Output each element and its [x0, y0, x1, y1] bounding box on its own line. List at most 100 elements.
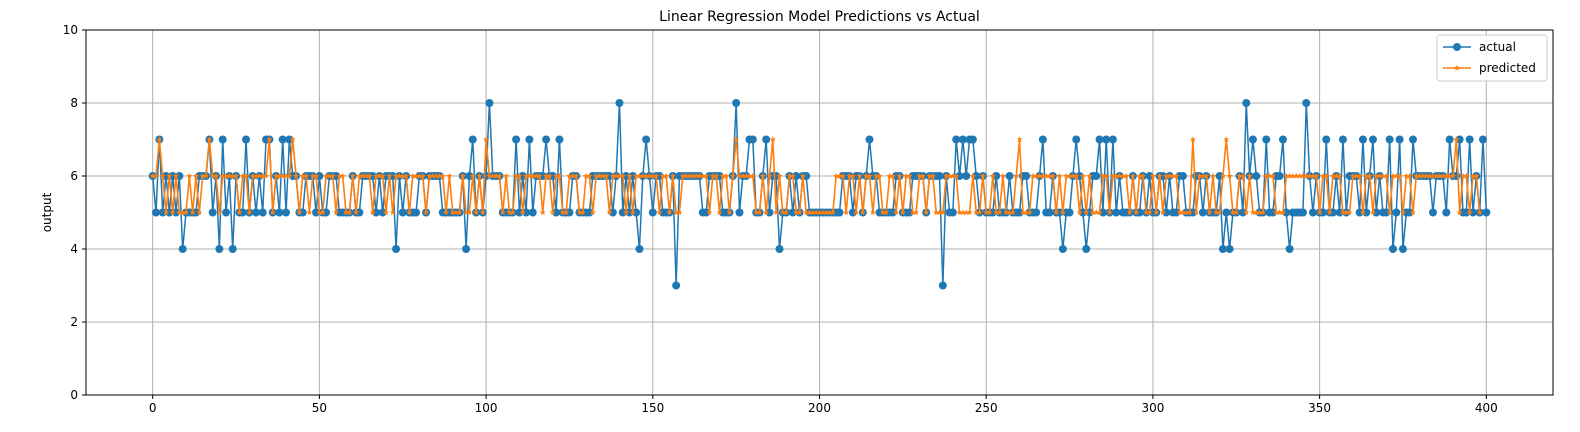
data-point-predicted: [603, 172, 610, 179]
data-point-predicted: [1233, 209, 1240, 216]
data-point-predicted: [429, 172, 436, 179]
data-point-predicted: [1079, 172, 1086, 179]
data-point-predicted: [679, 172, 686, 179]
data-point-predicted: [889, 172, 896, 179]
data-point-actual: [948, 208, 957, 217]
data-point-predicted: [166, 172, 173, 179]
data-point-predicted: [319, 209, 326, 216]
data-point-predicted: [409, 172, 416, 179]
data-point-predicted: [1306, 172, 1313, 179]
data-point-predicted: [1056, 172, 1063, 179]
data-point-actual: [468, 135, 477, 144]
data-point-predicted: [1263, 172, 1270, 179]
data-point-predicted: [746, 172, 753, 179]
data-point-predicted: [346, 209, 353, 216]
data-point-predicted: [1049, 172, 1056, 179]
data-point-predicted: [1073, 172, 1080, 179]
data-point-predicted: [363, 172, 370, 179]
data-point-predicted: [1003, 209, 1010, 216]
data-point-predicted: [1416, 172, 1423, 179]
data-point-predicted: [936, 209, 943, 216]
data-point-predicted: [1013, 172, 1020, 179]
data-point-actual: [525, 135, 534, 144]
data-point-predicted: [823, 209, 830, 216]
data-point-actual: [1285, 245, 1294, 253]
data-point-predicted: [1436, 172, 1443, 179]
data-point-predicted: [192, 172, 200, 179]
data-point-predicted: [323, 172, 330, 179]
data-point-predicted: [419, 172, 426, 179]
data-point-actual: [1178, 172, 1187, 180]
data-point-predicted: [393, 172, 400, 179]
data-point-predicted: [1039, 172, 1046, 179]
data-point-actual: [1408, 135, 1417, 144]
data-point-predicted: [813, 209, 820, 216]
data-point-predicted: [1313, 172, 1320, 179]
x-tick-label: 300: [1141, 401, 1164, 415]
data-point-predicted: [596, 172, 603, 179]
data-point-actual: [412, 208, 421, 217]
x-tick-label: 250: [975, 401, 998, 415]
data-point-actual: [1302, 99, 1311, 107]
data-point-actual: [1358, 135, 1367, 144]
data-point-predicted: [1206, 209, 1213, 216]
data-point-predicted: [899, 209, 906, 216]
data-point-actual: [1065, 208, 1074, 217]
data-point-actual: [1428, 208, 1437, 217]
data-point-predicted: [329, 172, 336, 179]
legend-label-predicted: predicted: [1479, 61, 1536, 75]
data-point-predicted: [189, 209, 196, 216]
series-predicted: [149, 136, 1483, 216]
data-point-predicted: [659, 172, 666, 179]
data-point-predicted: [466, 209, 473, 216]
data-point-predicted: [206, 136, 213, 143]
data-point-predicted: [763, 209, 770, 216]
data-point-predicted: [446, 172, 453, 179]
data-point-predicted: [249, 172, 256, 179]
data-point-predicted: [586, 172, 593, 179]
data-point-predicted: [1439, 172, 1447, 179]
data-point-predicted: [673, 209, 680, 216]
data-point-predicted: [1179, 209, 1186, 216]
data-point-predicted: [569, 172, 576, 179]
data-point-predicted: [1033, 172, 1040, 179]
data-point-predicted: [1283, 172, 1290, 179]
data-point-predicted: [379, 172, 386, 179]
data-point-predicted: [1189, 136, 1196, 143]
data-point-predicted: [703, 172, 710, 179]
data-point-predicted: [869, 209, 876, 216]
data-point-predicted: [1223, 136, 1230, 143]
data-point-predicted: [646, 172, 653, 179]
data-point-actual: [1275, 172, 1284, 180]
data-point-predicted: [162, 209, 170, 216]
data-point-predicted: [686, 172, 693, 179]
data-point-predicted: [929, 172, 936, 179]
data-point-actual: [1395, 135, 1404, 144]
data-point-predicted: [529, 172, 536, 179]
data-point-predicted: [796, 209, 803, 216]
data-point-predicted: [1009, 209, 1016, 216]
data-point-predicted: [1133, 209, 1140, 216]
data-point-predicted: [1063, 172, 1070, 179]
data-point-predicted: [713, 172, 720, 179]
data-point-predicted: [873, 172, 880, 179]
data-point-predicted: [773, 209, 780, 216]
data-point-predicted: [196, 209, 203, 216]
data-point-predicted: [833, 172, 840, 179]
data-point-actual: [218, 135, 227, 144]
data-point-predicted: [316, 209, 323, 216]
data-point-predicted: [859, 209, 866, 216]
data-point-actual: [732, 99, 741, 107]
data-point-predicted: [983, 209, 990, 216]
data-point-predicted: [1476, 209, 1483, 216]
data-point-predicted: [1409, 209, 1417, 216]
data-point-predicted: [1076, 209, 1083, 216]
data-point-predicted: [383, 209, 390, 216]
data-point-predicted: [949, 172, 956, 179]
data-point-predicted: [1146, 209, 1153, 216]
data-point-predicted: [606, 209, 613, 216]
data-point-predicted: [493, 172, 500, 179]
data-point-predicted: [1149, 172, 1156, 179]
data-point-predicted: [543, 172, 550, 179]
data-point-predicted: [616, 172, 623, 179]
